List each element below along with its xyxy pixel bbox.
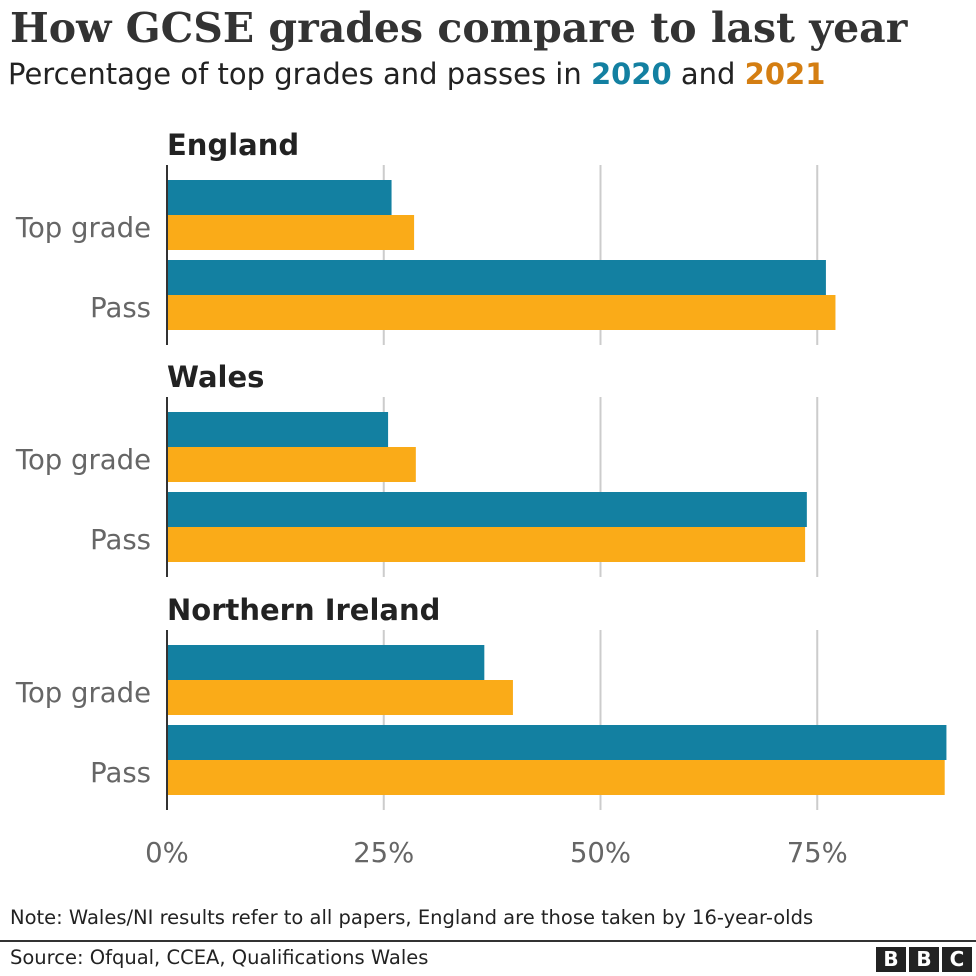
bar-2021 xyxy=(167,760,945,795)
bar-chart: England Top grade Pass Wales Top grade Pass No… xyxy=(15,128,947,869)
bar-2020 xyxy=(167,260,826,295)
bar-2021 xyxy=(167,680,513,715)
logo-letter: B xyxy=(876,947,906,972)
bar-2020 xyxy=(167,412,389,447)
bar-2021 xyxy=(167,447,416,482)
subtitle-prefix: Percentage of top grades and passes in xyxy=(8,57,591,91)
footer-divider xyxy=(0,940,976,942)
chart-source: Source: Ofqual, CCEA, Qualifications Wal… xyxy=(10,946,429,969)
bar-2021 xyxy=(167,215,415,250)
category-label: Pass xyxy=(90,524,151,556)
subtitle-middle: and xyxy=(671,57,745,91)
panel-title: England xyxy=(167,128,299,162)
subtitle-year-2020: 2020 xyxy=(590,57,672,91)
logo-letter: B xyxy=(909,947,939,972)
x-tick-label: 75% xyxy=(787,837,848,869)
logo-letter: C xyxy=(942,947,972,972)
x-tick-label: 0% xyxy=(145,837,189,869)
x-tick-label: 25% xyxy=(353,837,414,869)
subtitle-year-2021: 2021 xyxy=(744,57,826,91)
panel-title: Northern Ireland xyxy=(167,593,440,627)
chart-subtitle: Percentage of top grades and passes in 2… xyxy=(8,57,825,91)
category-label: Top grade xyxy=(15,444,151,476)
bar-2020 xyxy=(167,492,807,527)
bar-2020 xyxy=(167,180,392,215)
category-label: Top grade xyxy=(15,212,151,244)
x-tick-label: 50% xyxy=(570,837,631,869)
category-label: Pass xyxy=(90,757,151,789)
category-label: Pass xyxy=(90,292,151,324)
chart-title: How GCSE grades compare to last year xyxy=(10,4,908,52)
bar-2021 xyxy=(167,527,806,562)
chart-note: Note: Wales/NI results refer to all pape… xyxy=(10,906,814,929)
bar-2020 xyxy=(167,645,485,680)
bar-2020 xyxy=(167,725,947,760)
bbc-logo: B B C xyxy=(876,947,972,972)
panel-title: Wales xyxy=(167,360,264,394)
bar-2021 xyxy=(167,295,836,330)
category-label: Top grade xyxy=(15,677,151,709)
